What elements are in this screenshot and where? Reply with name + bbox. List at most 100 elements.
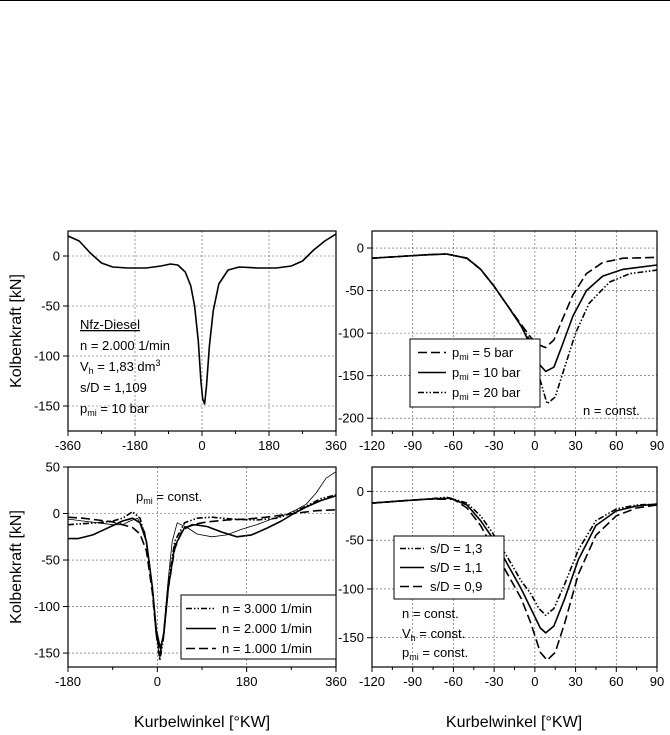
series-line-solid bbox=[68, 471, 336, 659]
x-tick-label: -180 bbox=[55, 674, 81, 689]
x-tick-label: -30 bbox=[485, 674, 504, 689]
y-tick-label: -50 bbox=[41, 553, 60, 568]
y-tick-label: 0 bbox=[53, 249, 60, 264]
legend-item-rest: = 20 bar bbox=[469, 385, 521, 400]
y-axis-label-bottom: Kolbenkraft [kN] bbox=[8, 510, 25, 624]
legend: Nfz-Diesel n = 2.000 1/min Vh = 1,83 dm3 s/… bbox=[80, 317, 170, 418]
panel-top-left: -360 -180 0 180 360 0 -50 -100 -150 Nfz-Diesel n =… bbox=[34, 230, 347, 453]
legend-item: pmi = 10 bar bbox=[452, 365, 521, 382]
x-tick-label: 0 bbox=[531, 674, 538, 689]
annotation-sub: mi bbox=[409, 652, 419, 662]
plot-frame bbox=[67, 230, 337, 432]
legend-item-sub: mi bbox=[459, 392, 469, 402]
x-tick-label: 180 bbox=[236, 674, 258, 689]
annotation-main: V bbox=[402, 626, 411, 641]
x-tick-label: 360 bbox=[325, 674, 347, 689]
plot-frame bbox=[371, 230, 658, 432]
annotation-sub: h bbox=[411, 633, 416, 643]
legend-item-rest: = 10 bar bbox=[469, 365, 521, 380]
x-tick-label: -90 bbox=[403, 438, 422, 453]
annotation: Vh = const. bbox=[402, 626, 465, 643]
x-tick-label: -60 bbox=[444, 674, 463, 689]
y-tick-label: -50 bbox=[345, 283, 364, 298]
legend-item-sup: 3 bbox=[155, 358, 160, 368]
x-tick-label: 0 bbox=[531, 438, 538, 453]
top-rule bbox=[0, 0, 670, 1]
x-tick-label: 0 bbox=[154, 674, 161, 689]
y-tick-label: -150 bbox=[34, 399, 60, 414]
plot-frame bbox=[371, 466, 658, 668]
legend: s/D = 1,3 s/D = 1,1 s/D = 0,9 bbox=[393, 535, 505, 600]
y-tick-label: -100 bbox=[34, 599, 60, 614]
legend-item-main: V bbox=[80, 359, 89, 374]
x-tick-label: 360 bbox=[325, 438, 347, 453]
y-tick-label: -50 bbox=[345, 533, 364, 548]
annotation-rest: = const. bbox=[419, 645, 469, 660]
annotation: n = const. bbox=[583, 403, 640, 418]
legend-item-sub: mi bbox=[459, 352, 469, 362]
legend-item-rest: = 5 bar bbox=[469, 345, 514, 360]
legend-item: s/D = 1,109 bbox=[80, 380, 147, 395]
x-tick-label: 60 bbox=[609, 674, 623, 689]
legend-item-rest: = 10 bar bbox=[97, 401, 149, 416]
x-axis-label-right: Kurbelwinkel [°KW] bbox=[446, 714, 582, 731]
x-tick-label: -120 bbox=[359, 438, 385, 453]
legend-item: n = 3.000 1/min bbox=[222, 601, 312, 616]
y-tick-label: -150 bbox=[338, 368, 364, 383]
annotation-rest: = const. bbox=[153, 489, 203, 504]
x-tick-label: -180 bbox=[122, 438, 148, 453]
legend-item-main: p bbox=[452, 365, 459, 380]
legend-item-main: p bbox=[452, 345, 459, 360]
y-tick-label: 0 bbox=[53, 506, 60, 521]
annotation-rest: = const. bbox=[416, 626, 466, 641]
panel-top-right: -120 -90 -60 -30 0 30 60 90 0 -50 -100 -150 -200 pmi … bbox=[338, 230, 664, 453]
series-line-dash bbox=[372, 498, 657, 661]
legend-item-rest: = 1,83 dm bbox=[94, 359, 156, 374]
panel-bottom-left: -180 0 180 360 50 0 -50 -100 -150 n = 3.000 1/min… bbox=[34, 460, 347, 690]
x-tick-label: -120 bbox=[359, 674, 385, 689]
y-tick-label: 0 bbox=[357, 241, 364, 256]
y-tick-label: -150 bbox=[34, 646, 60, 661]
legend-item: s/D = 0,9 bbox=[430, 579, 482, 594]
y-tick-label: 50 bbox=[46, 460, 60, 475]
annotation-main: p bbox=[136, 489, 143, 504]
legend-item: pmi = 20 bar bbox=[452, 385, 521, 402]
x-tick-label: 60 bbox=[609, 438, 623, 453]
series-line-solid bbox=[68, 233, 336, 405]
series-line-dashdotdot bbox=[372, 496, 657, 617]
x-tick-label: 180 bbox=[258, 438, 280, 453]
x-tick-label: 30 bbox=[568, 438, 582, 453]
legend-item: n = 2.000 1/min bbox=[80, 338, 170, 353]
y-tick-label: -200 bbox=[338, 411, 364, 426]
legend-item: n = 2.000 1/min bbox=[222, 621, 312, 636]
x-axis-label-left: Kurbelwinkel [°KW] bbox=[134, 714, 270, 731]
y-tick-label: -50 bbox=[41, 299, 60, 314]
legend-item: pmi = 10 bar bbox=[80, 401, 149, 418]
x-tick-label: -90 bbox=[403, 674, 422, 689]
legend-item: pmi = 5 bar bbox=[452, 345, 514, 362]
series-line-dash bbox=[68, 509, 336, 654]
legend-item: Nfz-Diesel bbox=[80, 317, 140, 332]
x-tick-label: -60 bbox=[444, 438, 463, 453]
y-tick-label: -100 bbox=[338, 326, 364, 341]
y-tick-label: 0 bbox=[357, 484, 364, 499]
legend-item-sub: mi bbox=[459, 372, 469, 382]
y-tick-label: -100 bbox=[34, 349, 60, 364]
y-axis-label-top: Kolbenkraft [kN] bbox=[8, 274, 25, 388]
panel-bottom-right: -120 -90 -60 -30 0 30 60 90 0 -50 -100 -150 s/D = 1,… bbox=[338, 466, 664, 689]
annotation: n = const. bbox=[402, 606, 459, 621]
legend-item: s/D = 1,1 bbox=[430, 560, 482, 575]
x-tick-label: 0 bbox=[198, 438, 205, 453]
annotation: pmi = const. bbox=[402, 645, 468, 662]
legend-item-main: p bbox=[80, 401, 87, 416]
x-tick-label: -360 bbox=[55, 438, 81, 453]
annotation-sub: mi bbox=[143, 496, 153, 506]
annotation: pmi = const. bbox=[136, 489, 202, 506]
legend-item: n = 1.000 1/min bbox=[222, 641, 312, 656]
legend-item: s/D = 1,3 bbox=[430, 541, 482, 556]
x-tick-label: 30 bbox=[568, 674, 582, 689]
series-line-dashdotdot bbox=[372, 253, 657, 405]
legend-item-main: p bbox=[452, 385, 459, 400]
x-tick-label: 90 bbox=[650, 674, 664, 689]
